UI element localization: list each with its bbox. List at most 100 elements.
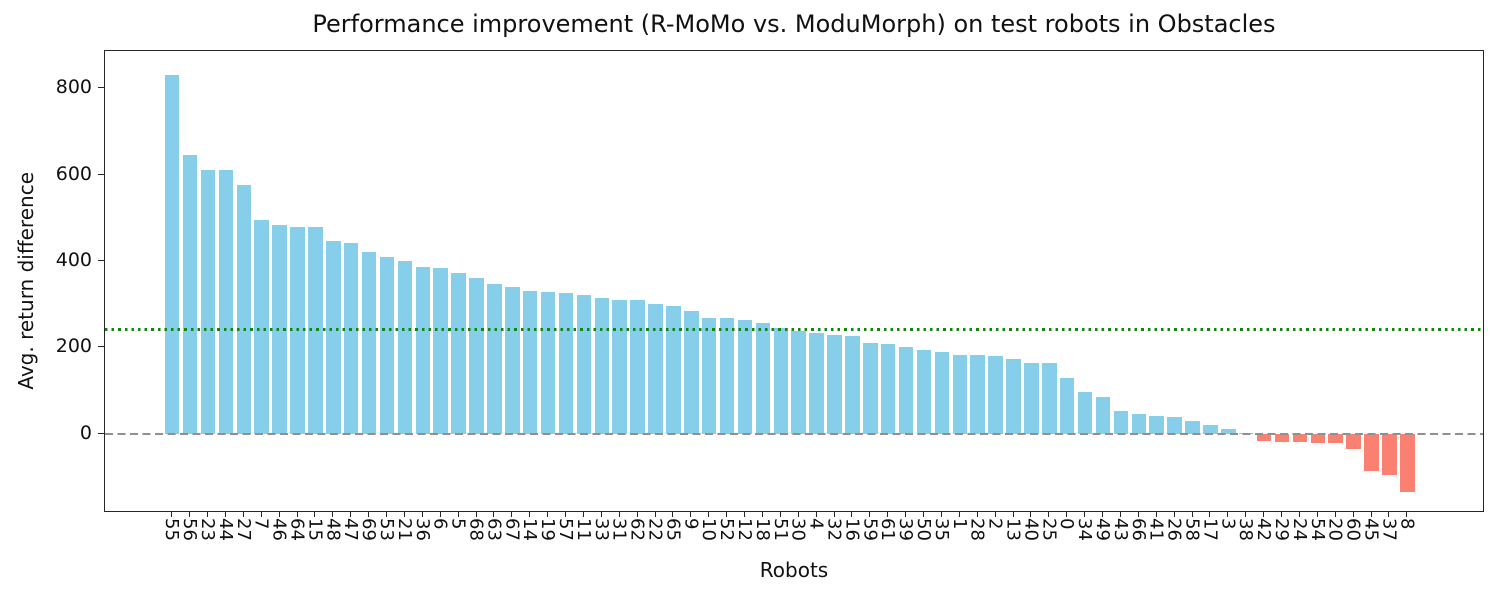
x-tick-label: 57	[555, 518, 576, 541]
x-tick-label: 62	[626, 518, 648, 541]
bar-robot-40	[1024, 362, 1039, 434]
x-tick-label: 67	[501, 518, 523, 541]
x-tick-label: 17	[1199, 518, 1221, 541]
bar-robot-32	[827, 334, 842, 434]
x-tick-label: 20	[1324, 518, 1346, 541]
x-tick-mark	[278, 512, 280, 517]
x-tick-label: 68	[465, 518, 487, 541]
x-tick-label: 59	[859, 518, 881, 541]
x-tick-label: 37	[1378, 518, 1400, 541]
x-tick-label: 16	[841, 518, 863, 541]
bar-robot-65	[666, 305, 681, 434]
x-tick-mark	[869, 512, 871, 517]
x-tick-mark	[207, 512, 208, 517]
bar-robot-35	[934, 351, 950, 434]
x-tick-mark	[565, 512, 566, 517]
bar-robot-66	[1131, 413, 1147, 434]
x-tick-mark	[923, 512, 924, 517]
x-tick-mark	[654, 512, 656, 517]
bar-robot-54	[1310, 433, 1326, 443]
x-tick-mark	[744, 512, 745, 517]
x-tick-mark	[600, 512, 602, 517]
x-tick-label: 11	[572, 518, 594, 541]
bar-robot-41	[1149, 416, 1164, 434]
y-tick-label: 0	[79, 421, 92, 444]
x-tick-label: 34	[1074, 518, 1096, 541]
x-tick-mark	[887, 512, 889, 517]
x-tick-label: 41	[1145, 518, 1167, 541]
x-tick-mark	[905, 512, 907, 517]
x-tick-mark	[1245, 512, 1247, 517]
x-tick-mark	[1227, 512, 1229, 517]
x-tick-label: 13	[1002, 518, 1024, 541]
x-tick-label: 60	[1342, 518, 1364, 541]
bar-robot-57	[558, 292, 574, 434]
bar-robot-55	[164, 75, 180, 434]
bar-robot-28	[970, 355, 985, 434]
x-tick-label: 24	[1288, 518, 1310, 541]
x-tick-label: 5	[447, 518, 469, 530]
x-tick-mark	[439, 512, 441, 517]
bar-robot-3	[1221, 428, 1236, 434]
x-tick-label: 4	[805, 518, 827, 530]
x-tick-mark	[421, 512, 423, 517]
x-tick-mark	[314, 512, 316, 517]
bar-robot-37	[1382, 433, 1397, 475]
bar-robot-1	[952, 354, 968, 434]
bar-robot-16	[845, 336, 860, 434]
x-tick-label: 27	[232, 518, 254, 541]
x-tick-label: 10	[698, 518, 720, 541]
bar-robot-53	[379, 257, 395, 434]
x-tick-label: 7	[250, 518, 272, 530]
x-tick-label: 22	[644, 518, 666, 541]
bar-robot-7	[254, 220, 269, 434]
x-tick-label: 66	[1127, 518, 1149, 541]
x-tick-mark	[976, 512, 978, 517]
x-tick-label: 52	[716, 518, 738, 541]
x-tick-mark	[224, 512, 226, 517]
x-tick-mark	[1406, 512, 1408, 517]
x-tick-label: 9	[680, 518, 702, 530]
y-tick-label: 600	[55, 162, 92, 185]
bar-robot-51	[773, 328, 789, 434]
x-tick-label: 54	[1306, 518, 1328, 541]
x-tick-label: 65	[662, 518, 684, 541]
x-tick-mark	[618, 512, 620, 517]
bar-robot-18	[755, 322, 771, 434]
x-tick-label: 2	[984, 518, 1006, 530]
x-tick-label: 44	[214, 518, 236, 541]
x-tick-mark	[332, 512, 334, 517]
x-tick-mark	[690, 512, 692, 517]
x-tick-mark	[940, 512, 942, 517]
x-tick-label: 18	[751, 518, 773, 541]
x-tick-mark	[1352, 512, 1354, 517]
bar-robot-13	[1006, 359, 1021, 434]
bar-robot-24	[1292, 433, 1308, 443]
bar-robot-39	[898, 347, 914, 434]
x-tick-mark	[672, 512, 674, 517]
bar-robot-8	[1400, 433, 1415, 493]
x-tick-mark	[1281, 512, 1282, 517]
bar-robot-33	[594, 298, 610, 434]
bar-robot-4	[809, 332, 824, 434]
x-tick-mark	[1298, 512, 1300, 517]
x-tick-label: 61	[877, 518, 899, 541]
x-tick-label: 32	[823, 518, 845, 541]
bar-robot-20	[1328, 433, 1343, 443]
y-tick-mark	[98, 432, 104, 434]
bar-robot-10	[701, 317, 717, 434]
bar-robot-43	[1113, 411, 1129, 434]
x-tick-mark	[1191, 512, 1193, 517]
x-tick-label: 36	[411, 518, 433, 541]
x-tick-label: 15	[304, 518, 326, 541]
x-tick-label: 29	[1271, 518, 1292, 541]
x-tick-mark	[260, 512, 262, 517]
bar-robot-36	[415, 266, 431, 434]
bar-robot-44	[218, 170, 234, 434]
x-tick-label: 38	[1235, 518, 1257, 541]
x-tick-mark	[958, 512, 960, 517]
bar-robot-61	[880, 343, 896, 434]
bar-robot-63	[487, 283, 502, 434]
bar-robot-5	[451, 272, 466, 434]
